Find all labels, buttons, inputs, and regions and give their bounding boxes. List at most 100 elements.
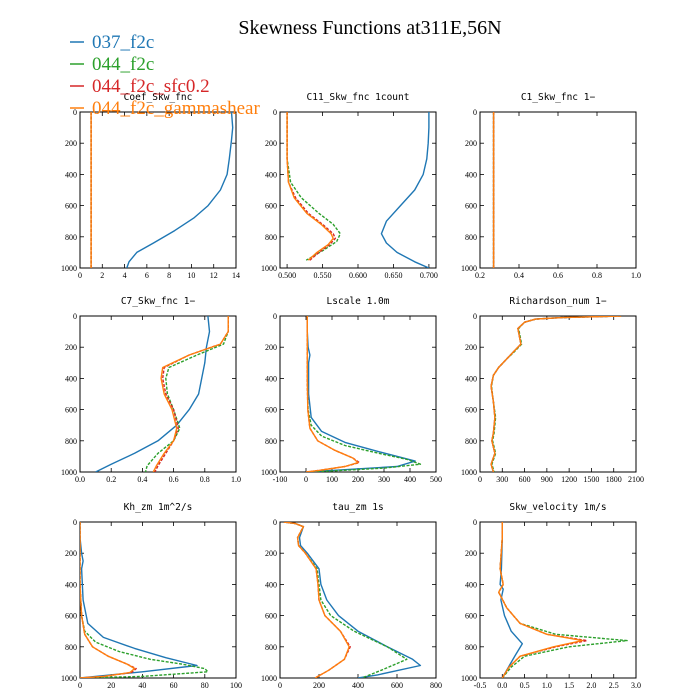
- plot-frame: [79, 521, 237, 679]
- y-tick-label: 1000: [461, 468, 477, 477]
- x-tick-label: 400: [404, 475, 416, 484]
- subplot-title: C7_Skw_fnc 1−: [121, 296, 196, 307]
- y-tick-label: 600: [465, 406, 477, 415]
- x-tick-label: 1200: [561, 475, 577, 484]
- subplot-3: C1_Skw_fnc 1− 0.2 0.4 0.6 0.8 1.0 0 200 400 600 80…: [461, 92, 641, 280]
- y-tick-label: 800: [265, 643, 277, 652]
- legend: 037_f2c044_f2c044_f2c_sfc0.2044_f2c_gamm…: [70, 32, 260, 119]
- y-tick-label: 1000: [261, 468, 277, 477]
- plot-frame: [279, 521, 437, 679]
- y-tick-label: 0: [73, 108, 77, 117]
- y-tick-label: 400: [65, 374, 77, 383]
- x-tick-label: 500: [430, 475, 442, 484]
- series-line-044_f2c: [80, 522, 209, 678]
- x-tick-label: 1500: [583, 475, 599, 484]
- x-tick-label: 12: [210, 271, 218, 280]
- series-line-044_f2c: [283, 522, 408, 678]
- series-line-044_f2c_gammashear: [490, 316, 622, 472]
- x-tick-label: 0.550: [314, 271, 332, 280]
- y-tick-label: 0: [473, 518, 477, 527]
- subplot-title: Coef_Skw_fnc: [124, 92, 193, 103]
- series-group: [286, 112, 430, 268]
- x-tick-label: 1.0: [631, 271, 641, 280]
- x-tick-label: 0.0: [75, 475, 85, 484]
- series-line-044_f2c_sfc0.2: [498, 522, 588, 678]
- y-tick-label: 200: [465, 549, 477, 558]
- x-tick-label: 0.650: [384, 271, 402, 280]
- y-tick-label: 600: [265, 202, 277, 211]
- x-tick-label: 0.700: [420, 271, 438, 280]
- y-tick-label: 400: [65, 170, 77, 179]
- y-tick-label: 200: [65, 549, 77, 558]
- subplot-title: Kh_zm 1m^2/s: [124, 502, 193, 513]
- y-tick-label: 600: [265, 406, 277, 415]
- x-tick-label: 1.0: [231, 475, 241, 484]
- legend-label: 044_f2c_sfc0.2: [92, 76, 210, 97]
- x-tick-label: 0: [78, 681, 82, 690]
- series-line-044_f2c_sfc0.2: [283, 522, 351, 678]
- x-tick-label: -0.5: [474, 681, 487, 690]
- x-tick-label: 1800: [606, 475, 622, 484]
- figure-title: Skewness Functions at311E,56N: [238, 17, 501, 39]
- y-tick-label: 1000: [61, 264, 77, 273]
- series-line-037_f2c: [499, 522, 523, 678]
- subplot-6: Richardson_num 1− 0 300 600 900 1200 1500 1800 2…: [461, 296, 644, 484]
- x-tick-label: 0.6: [553, 271, 563, 280]
- x-tick-label: 20: [107, 681, 115, 690]
- y-tick-label: 1000: [61, 468, 77, 477]
- x-tick-label: 8: [167, 271, 171, 280]
- y-tick-label: 200: [265, 139, 277, 148]
- y-tick-label: 200: [265, 549, 277, 558]
- y-tick-label: 600: [465, 202, 477, 211]
- series-line-044_f2c: [144, 316, 229, 472]
- y-tick-label: 400: [265, 170, 277, 179]
- x-tick-label: -100: [273, 475, 288, 484]
- x-tick-label: 800: [430, 681, 442, 690]
- y-tick-label: 600: [65, 612, 77, 621]
- x-tick-label: 0: [78, 271, 82, 280]
- y-tick-label: 800: [65, 437, 77, 446]
- series-line-044_f2c_sfc0.2: [490, 316, 622, 472]
- x-tick-label: 0.8: [200, 475, 210, 484]
- x-tick-label: 2: [100, 271, 104, 280]
- x-tick-label: 0.2: [106, 475, 116, 484]
- series-line-044_f2c_sfc0.2: [286, 112, 336, 261]
- x-tick-label: 300: [496, 475, 508, 484]
- series-line-044_f2c_sfc0.2: [80, 522, 137, 678]
- series-line-044_f2c_gammashear: [283, 522, 350, 678]
- y-tick-label: 200: [465, 139, 477, 148]
- subplot-7: Kh_zm 1m^2/s0 20 40 60 80 1000200400600800100…: [61, 502, 242, 690]
- y-tick-label: 0: [73, 312, 77, 321]
- y-tick-label: 1000: [461, 674, 477, 683]
- subplot-8: tau_zm 1s 0 200 400 600 800 0 200 400 600 800 1000: [261, 502, 442, 690]
- x-tick-label: 2.5: [609, 681, 619, 690]
- series-group: [95, 316, 229, 472]
- legend-label: 044_f2c: [92, 54, 154, 75]
- plot-frame: [279, 111, 437, 269]
- series-group: [283, 522, 422, 678]
- x-tick-label: 0: [278, 681, 282, 690]
- subplot-title: Lscale 1.0m: [327, 296, 390, 307]
- x-tick-label: 0.500: [278, 271, 296, 280]
- y-tick-label: 400: [65, 580, 77, 589]
- y-tick-label: 1000: [461, 264, 477, 273]
- series-line-044_f2c_gammashear: [80, 522, 136, 678]
- legend-label: 044_f2c_gammashear: [92, 98, 260, 119]
- x-tick-label: 1.5: [564, 681, 574, 690]
- x-tick-label: 6: [145, 271, 149, 280]
- x-tick-label: 0.4: [514, 271, 524, 280]
- y-tick-label: 400: [465, 374, 477, 383]
- x-tick-label: 2.0: [586, 681, 596, 690]
- y-tick-label: 0: [73, 518, 77, 527]
- x-tick-label: 3.0: [631, 681, 641, 690]
- y-tick-label: 600: [65, 406, 77, 415]
- x-tick-label: 300: [378, 475, 390, 484]
- y-tick-label: 1000: [61, 674, 77, 683]
- series-line-037_f2c: [283, 522, 422, 678]
- x-tick-label: 600: [519, 475, 531, 484]
- y-tick-label: 1000: [261, 264, 277, 273]
- legend-label: 037_f2c: [92, 32, 154, 53]
- x-tick-label: 100: [230, 681, 242, 690]
